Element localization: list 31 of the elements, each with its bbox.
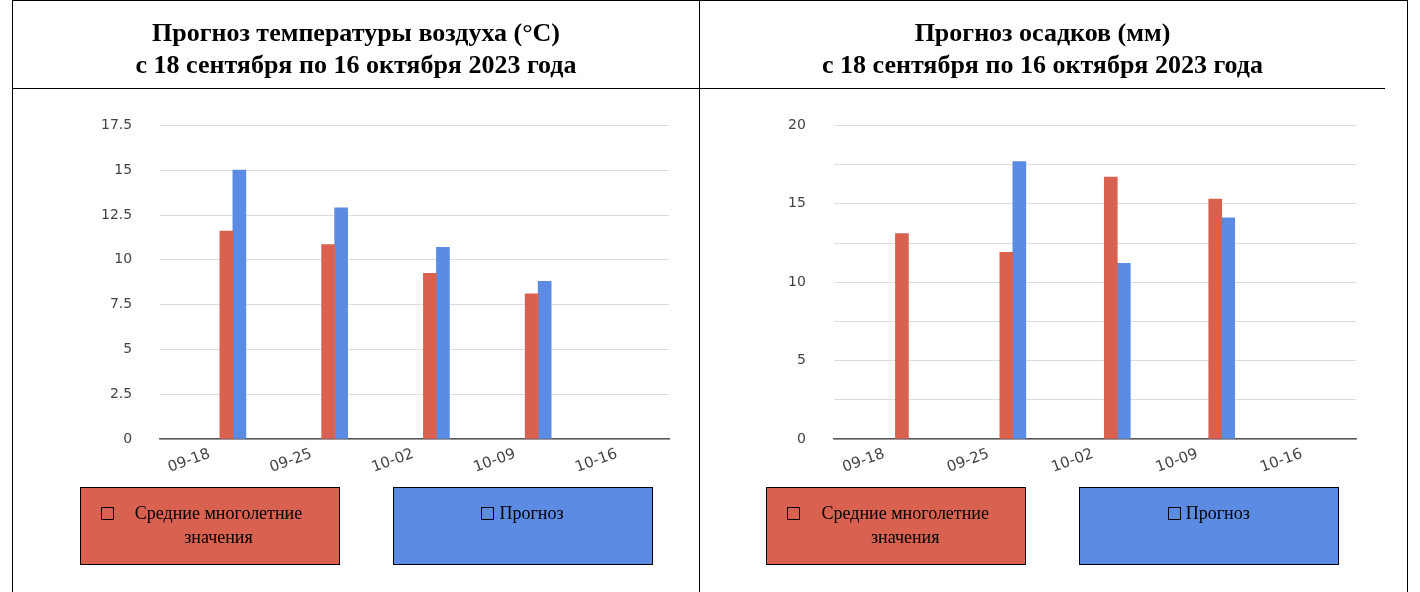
x-tick-label: 09-18 <box>165 444 213 476</box>
legend-label: Средние многолетние значения <box>820 502 990 549</box>
chart-subtitle: с 18 сентября по 16 октября 2023 года <box>134 49 578 81</box>
x-tick-label: 10-09 <box>470 444 518 476</box>
x-tick-label: 10-16 <box>572 444 620 476</box>
chart-title: Прогноз осадков (мм) <box>913 17 1172 49</box>
y-tick-label: 0 <box>796 429 806 446</box>
y-tick-label: 7.5 <box>109 295 133 312</box>
legend-label: Прогноз <box>499 502 564 525</box>
y-tick-label: 12.5 <box>101 205 133 222</box>
x-tick-label: 10-09 <box>1153 444 1201 476</box>
y-tick-label: 15 <box>114 160 133 177</box>
x-tick-label: 10-02 <box>1048 444 1096 476</box>
chart-title: Прогноз температуры воздуха (°C) <box>150 17 562 49</box>
x-tick-label: 09-18 <box>839 444 887 476</box>
x-tick-label: 10-02 <box>368 444 416 476</box>
y-tick-label: 10 <box>114 250 133 267</box>
x-tick-label: 10-16 <box>1257 444 1305 476</box>
y-tick-label: 17.5 <box>101 116 133 133</box>
legend-label: Прогноз <box>1185 502 1250 525</box>
y-tick-label: 20 <box>787 116 806 133</box>
chart-subtitle: с 18 сентября по 16 октября 2023 года <box>821 49 1264 81</box>
y-tick-label: 10 <box>787 272 806 289</box>
legend-label: Средние многолетние значения <box>133 502 304 549</box>
y-tick-label: 0 <box>123 429 133 446</box>
y-tick-label: 15 <box>787 194 806 211</box>
x-tick-label: 09-25 <box>267 444 315 476</box>
y-tick-label: 5 <box>123 340 133 357</box>
y-tick-label: 2.5 <box>109 384 133 401</box>
x-tick-label: 09-25 <box>944 444 992 476</box>
y-tick-label: 5 <box>796 351 806 368</box>
